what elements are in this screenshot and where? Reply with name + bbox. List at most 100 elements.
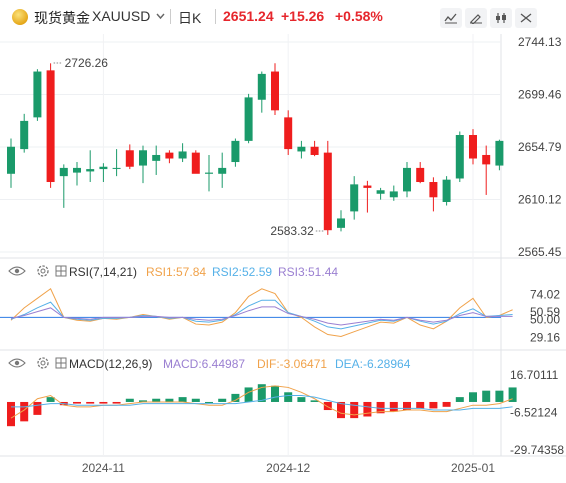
macd-histogram-bar <box>20 401 29 422</box>
candle-body <box>284 117 293 150</box>
price-gridlines <box>0 41 501 253</box>
macd-histogram-bar <box>73 401 81 404</box>
macd-axis-label: -29.74358 <box>510 443 564 457</box>
candle-body <box>416 167 425 183</box>
macd-histogram-bar <box>165 398 174 402</box>
drawing-tool-icon <box>470 14 482 24</box>
candle-body <box>455 135 464 179</box>
candle-body <box>257 73 266 100</box>
candle-body <box>482 154 491 165</box>
macd-title: MACD(12,26,9) <box>69 357 152 371</box>
macd-histogram-bar <box>178 397 187 402</box>
price-axis-label: 2654.79 <box>518 140 562 154</box>
macd-histogram-bar <box>508 387 517 402</box>
period-selector[interactable]: 日K <box>178 10 202 26</box>
price-axis-label: 2565.45 <box>518 245 562 259</box>
chevron-down-icon[interactable] <box>156 13 165 20</box>
rsi3-legend: RSI3:51.44 <box>278 265 338 279</box>
candle-body <box>297 146 306 152</box>
candle-body <box>178 151 187 159</box>
candle-body <box>350 184 359 212</box>
candle-body <box>191 152 200 174</box>
rsi1-legend: RSI1:57.84 <box>146 265 206 279</box>
macd-histogram-bar <box>495 390 504 402</box>
rsi-title: RSI(7,14,21) <box>69 265 137 279</box>
candle-body <box>310 146 319 155</box>
macd-histogram-bar <box>482 390 491 402</box>
high-annotation-label: 2726.26 <box>65 56 109 70</box>
settings-icon[interactable] <box>37 265 49 277</box>
candle-body <box>73 167 81 173</box>
macd-histogram-bar <box>376 401 385 414</box>
macd-histogram-bar <box>205 401 213 403</box>
macd-histogram-bar <box>139 400 147 402</box>
macd-histogram-bar <box>112 401 121 404</box>
settings-icon[interactable] <box>37 357 49 369</box>
macd-indicator: 16.70111 -6.52124 -29.74358 <box>7 368 564 457</box>
candle-body <box>33 71 42 118</box>
rsi2-legend: RSI2:52.59 <box>212 265 272 279</box>
macd-histogram-bar <box>323 401 332 411</box>
last-price: 2651.24 <box>223 8 274 24</box>
fullscreen-button[interactable] <box>515 8 537 28</box>
header-divider <box>170 9 171 24</box>
macd-histogram-bar <box>389 401 398 412</box>
candle-body <box>20 120 29 150</box>
price-axis-label: 2744.13 <box>518 35 562 49</box>
rsi-axis-label: 74.02 <box>530 287 560 301</box>
macd-histogram-bar <box>33 401 42 415</box>
macd-histogram-bar <box>257 384 266 402</box>
table-icon[interactable] <box>55 357 67 369</box>
macd-histogram-bar <box>363 401 372 417</box>
macd-histogram-bar <box>337 401 345 419</box>
candle-body <box>46 70 55 183</box>
header-divider <box>215 9 216 24</box>
rsi-line-rsi3 <box>10 306 513 326</box>
macd-histogram-bar <box>350 401 359 419</box>
price-axis-label: 2610.12 <box>518 193 562 207</box>
instrument-name: 现货黄金 <box>34 10 90 26</box>
candle-body <box>495 140 504 166</box>
time-axis-label: 2024-12 <box>266 461 310 475</box>
candle-body <box>337 218 345 228</box>
macd-axis-label: 16.70111 <box>510 368 559 382</box>
macd-histogram-bar <box>152 398 161 402</box>
candle-body <box>112 167 121 169</box>
dif-legend: DIF:-3.06471 <box>257 357 327 371</box>
instrument-symbol: XAUUSD <box>92 8 151 24</box>
macd-histogram-bar <box>244 387 253 402</box>
macd-histogram-bar <box>403 401 411 411</box>
indicator-button[interactable] <box>490 8 512 28</box>
candle-body <box>271 71 279 111</box>
macd-histogram-bar <box>442 401 451 407</box>
candle-body <box>244 97 253 141</box>
rsi-header: RSI(7,14,21) RSI1:57.84 RSI2:52.59 RSI3:… <box>8 265 338 279</box>
candle-body <box>125 150 134 167</box>
eye-icon[interactable] <box>8 358 26 368</box>
rsi-axis-label: 50.00 <box>530 312 560 326</box>
macd-histogram-bar <box>218 398 227 402</box>
chart-header: 现货黄金 XAUUSD 日K 2651.24 +15.26 +0.58% <box>0 0 566 34</box>
eye-icon[interactable] <box>8 266 26 276</box>
price-axis-label: 2699.46 <box>518 88 562 102</box>
dea-legend: DEA:-6.28964 <box>335 357 411 371</box>
candle-body <box>231 140 240 163</box>
table-icon[interactable] <box>55 265 67 277</box>
rsi-line-rsi2 <box>10 299 513 330</box>
macd-histogram-bar <box>271 385 279 402</box>
dea-line <box>11 395 513 411</box>
line-chart-button[interactable] <box>440 8 462 28</box>
gold-coin-icon <box>12 9 28 25</box>
macd-histogram-bar <box>125 398 134 402</box>
candle-body <box>469 135 477 159</box>
candle-body <box>205 172 213 174</box>
drawing-tool-button[interactable] <box>465 8 487 28</box>
candle-body <box>389 191 398 198</box>
price-axis-labels: 2744.13 2699.46 2654.79 2610.12 2565.45 <box>518 35 562 259</box>
macd-histogram-bar <box>310 400 319 402</box>
candle-body <box>218 167 227 174</box>
macd-histogram-bar <box>297 397 306 402</box>
candle-body <box>7 146 15 174</box>
